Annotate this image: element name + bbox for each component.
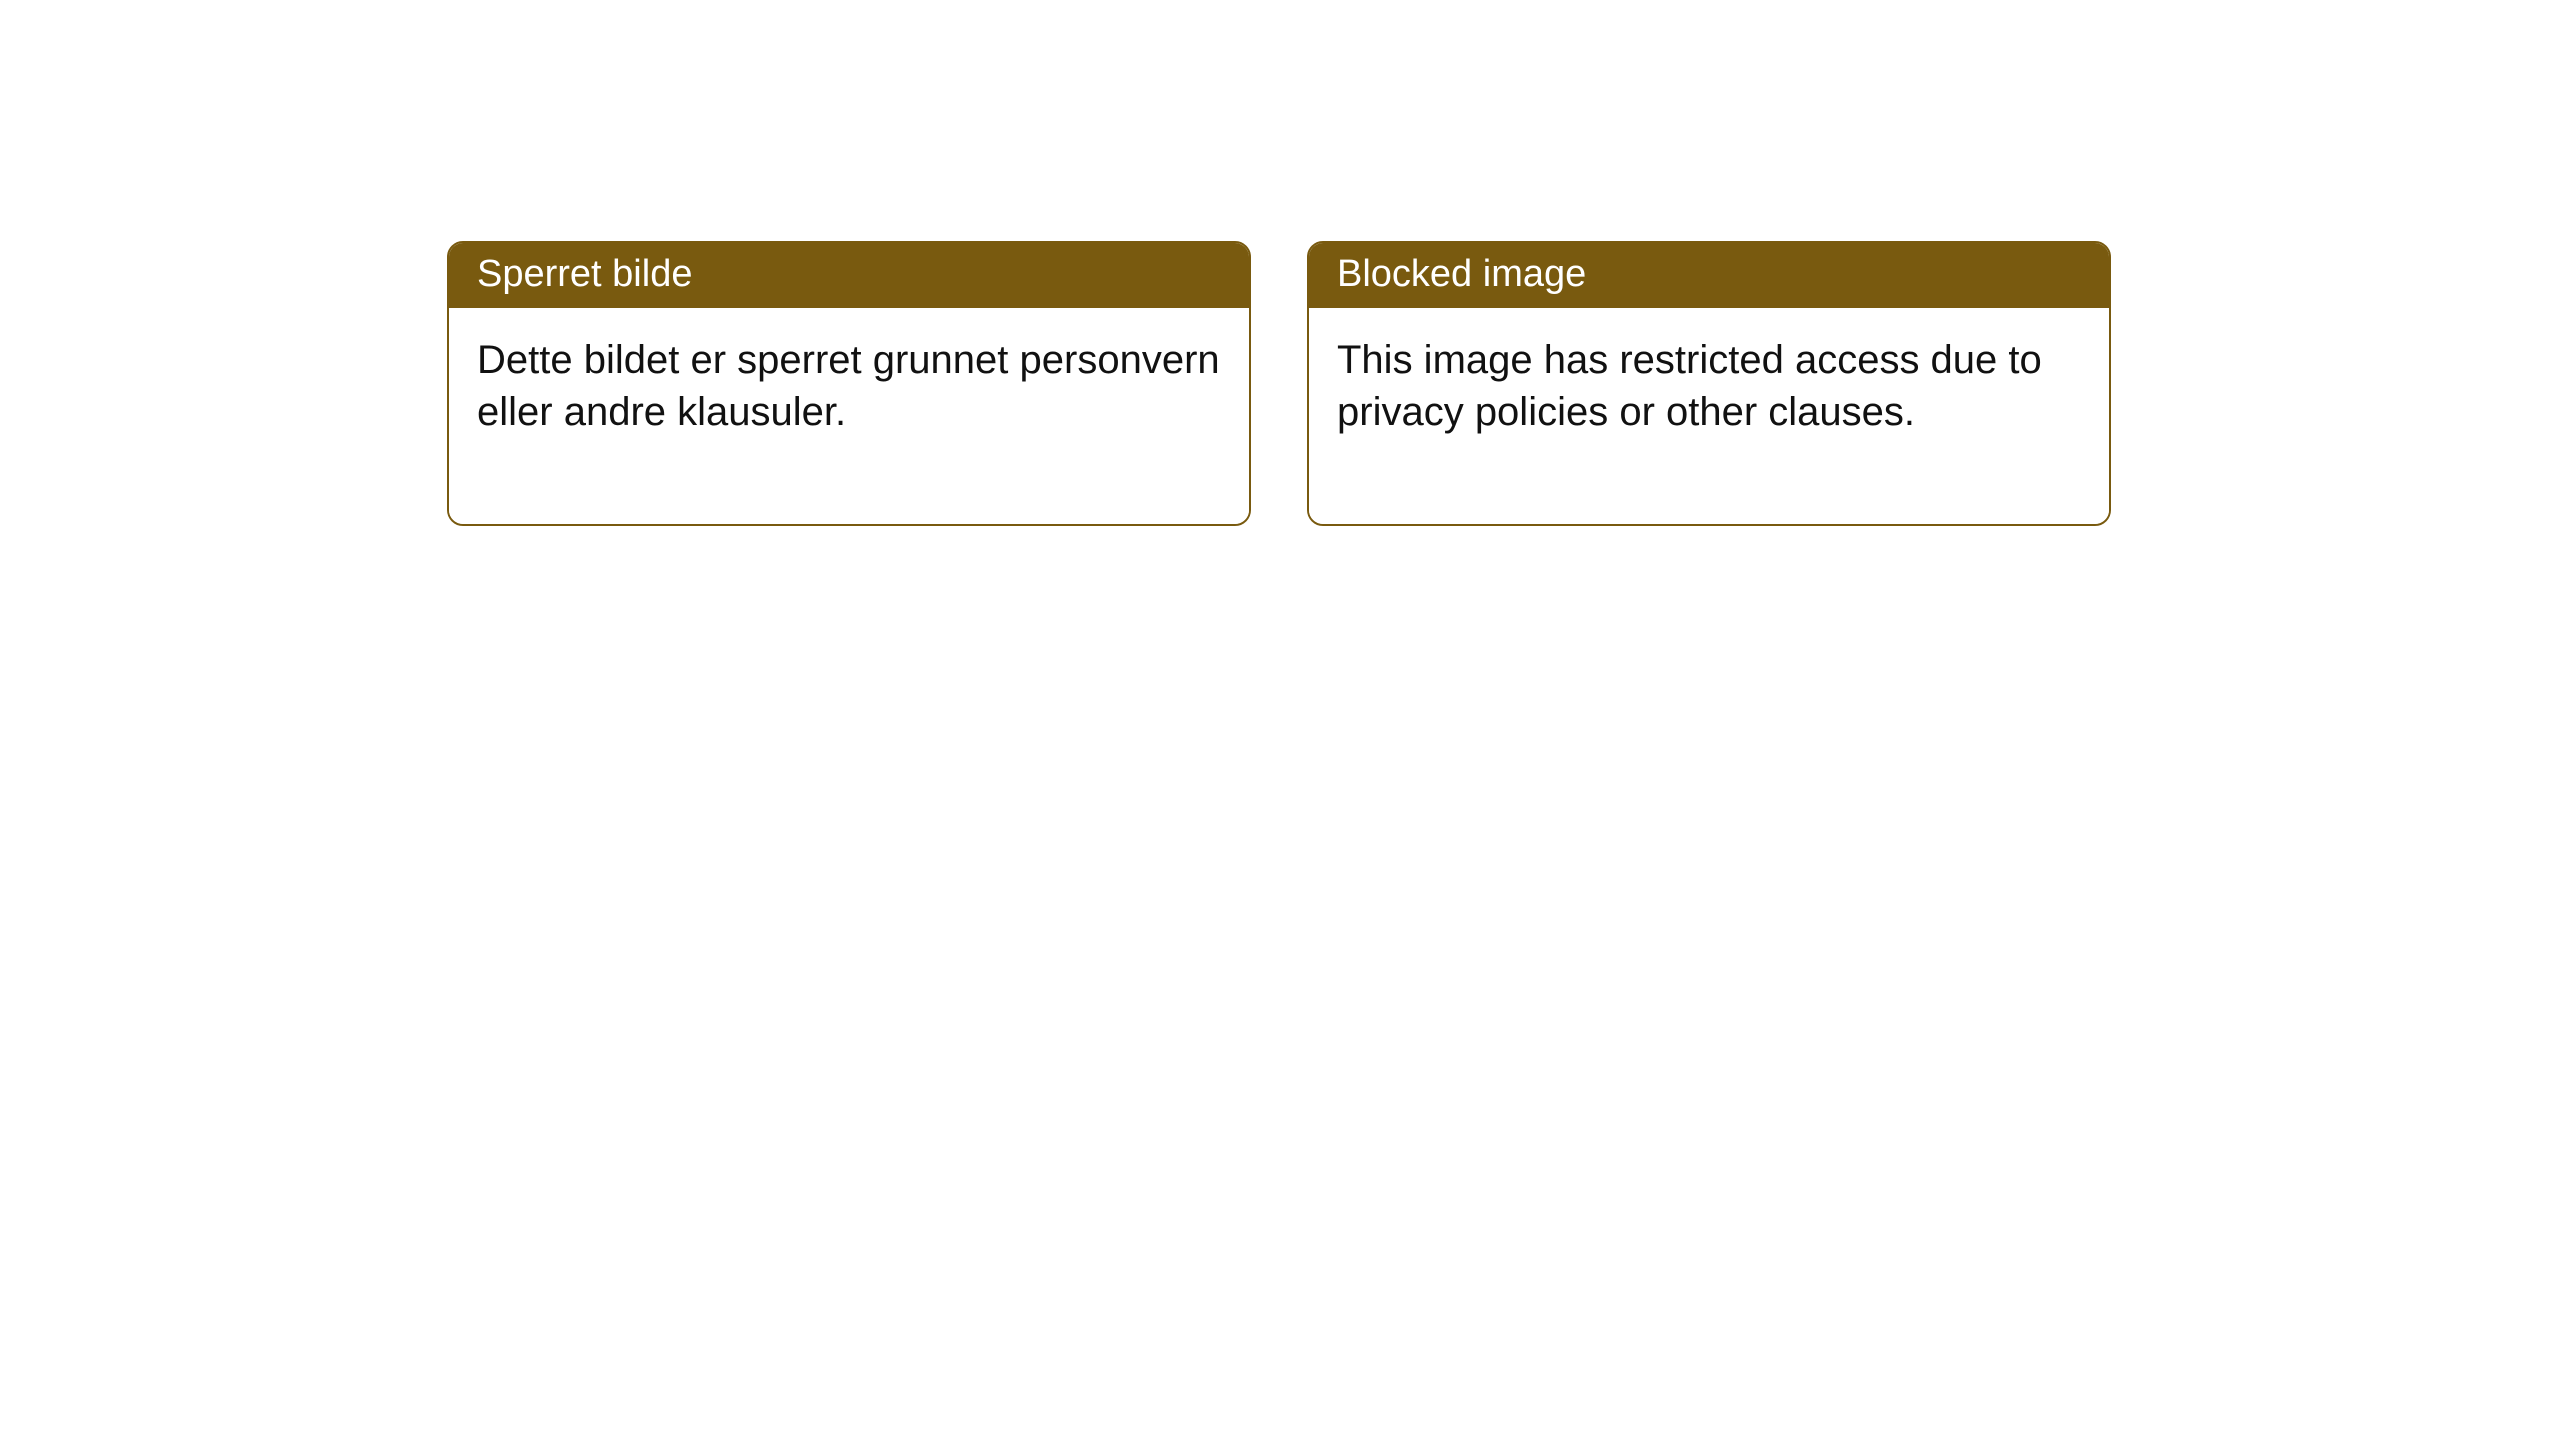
- card-header: Sperret bilde: [449, 243, 1249, 308]
- card-header: Blocked image: [1309, 243, 2109, 308]
- cards-container: Sperret bilde Dette bildet er sperret gr…: [0, 0, 2560, 526]
- blocked-image-card-no: Sperret bilde Dette bildet er sperret gr…: [447, 241, 1251, 526]
- blocked-image-card-en: Blocked image This image has restricted …: [1307, 241, 2111, 526]
- card-body: This image has restricted access due to …: [1309, 308, 2109, 524]
- card-body: Dette bildet er sperret grunnet personve…: [449, 308, 1249, 524]
